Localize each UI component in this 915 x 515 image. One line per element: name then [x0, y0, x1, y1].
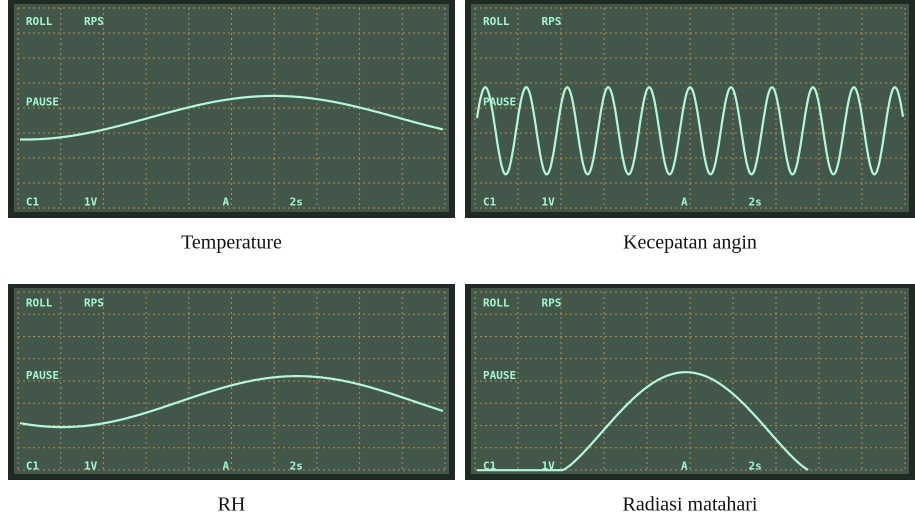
screen-label: PAUSE — [483, 369, 516, 382]
screen-label: 2s — [749, 196, 762, 209]
screen-label: ROLL — [26, 15, 53, 28]
caption: Radiasi matahari — [623, 494, 758, 515]
screen-label: A — [223, 459, 230, 472]
caption: Temperature — [181, 232, 282, 254]
oscilloscope-panel: ROLL RPS PAUSE C1 1V A 2s — [465, 284, 915, 480]
oscilloscope-panel: ROLL RPS PAUSE C1 1V A 2s — [8, 0, 455, 218]
screen-label: RPS — [84, 297, 104, 310]
waveform — [477, 371, 809, 472]
screen-label: C1 — [26, 459, 40, 472]
screen-label: 1V — [542, 459, 556, 472]
screen-label: 2s — [290, 196, 303, 209]
screen-label: PAUSE — [483, 95, 516, 108]
screen-label: RPS — [84, 15, 104, 28]
screen-label: ROLL — [26, 297, 53, 310]
screen-label: 2s — [749, 459, 762, 472]
screen-label: C1 — [483, 459, 497, 472]
screen-label: 1V — [84, 459, 98, 472]
oscilloscope-panel: ROLL RPS PAUSE C1 1V A 2s — [8, 284, 455, 480]
screen-label: 2s — [290, 459, 303, 472]
screen-label: C1 — [26, 196, 40, 209]
screen-label: C1 — [483, 196, 497, 209]
screen-label: PAUSE — [26, 369, 59, 382]
screen-label: RPS — [542, 15, 562, 28]
screen-label: RPS — [542, 297, 562, 310]
screen-label: A — [681, 196, 688, 209]
screen-label: A — [223, 196, 230, 209]
waveform — [19, 375, 444, 429]
screen-label: A — [681, 459, 688, 472]
screen-label: PAUSE — [26, 95, 59, 108]
waveform — [475, 85, 905, 176]
caption: Kecepatan angin — [623, 232, 757, 254]
oscilloscope-panel: ROLL RPS PAUSE C1 1V A 2s — [465, 0, 915, 218]
screen-label: 1V — [542, 196, 556, 209]
caption: RH — [218, 494, 246, 515]
waveform — [20, 94, 444, 141]
screen-label: ROLL — [483, 15, 510, 28]
screen-label: 1V — [84, 196, 98, 209]
screen-label: ROLL — [483, 297, 510, 310]
